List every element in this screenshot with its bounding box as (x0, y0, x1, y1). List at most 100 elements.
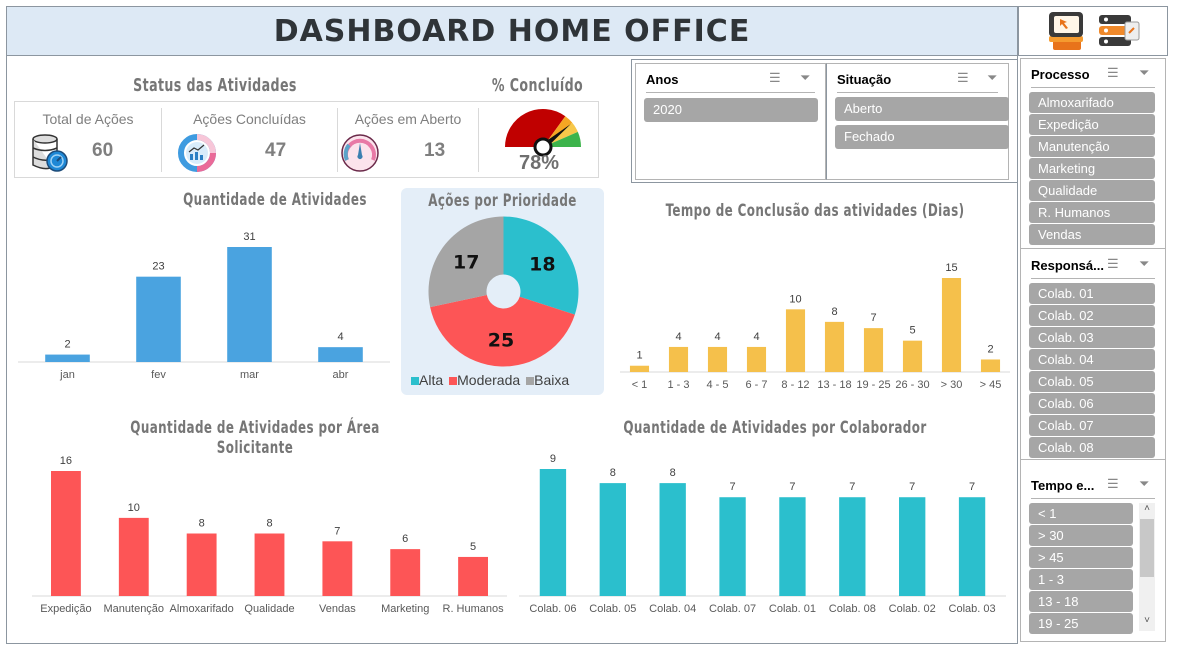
slicer-tempo: Tempo e... ☰ ⏷ < 1 > 30 > 45 1 - 3 13 - 18 19… (1021, 470, 1165, 641)
slicer-title: Situação (837, 72, 892, 87)
gauge-value: 78% (518, 152, 560, 174)
slicer-item[interactable]: Manutenção (1029, 136, 1155, 157)
slicer-item[interactable]: Colab. 01 (1029, 283, 1155, 304)
slicer-item[interactable]: 19 - 25 (1029, 613, 1133, 634)
bar (45, 354, 90, 362)
slicer-item[interactable]: Qualidade (1029, 180, 1155, 201)
clear-filter-icon[interactable]: ⏷ (987, 70, 998, 85)
slicer-item[interactable]: 2020 (644, 98, 818, 122)
slicer-item[interactable]: Vendas (1029, 224, 1155, 245)
slicer-item[interactable]: > 45 (1029, 547, 1133, 568)
slicer-item[interactable]: Marketing (1029, 158, 1155, 179)
kpi-value: 47 (265, 140, 287, 161)
monitor-cursor-icon[interactable] (1045, 10, 1087, 54)
slicer-item[interactable]: Colab. 04 (1029, 349, 1155, 370)
slicer-item[interactable]: Fechado (835, 125, 1009, 149)
data-label: 4 (675, 331, 681, 343)
slicer-title: Anos (646, 72, 679, 87)
tick-label: Colab. 05 (589, 603, 636, 615)
slicer-item[interactable]: Colab. 03 (1029, 327, 1155, 348)
multi-select-icon[interactable]: ☰ (1107, 65, 1119, 80)
bar (839, 497, 866, 596)
clear-filter-icon[interactable]: ⏷ (1139, 476, 1150, 491)
slicer-item[interactable]: Colab. 07 (1029, 415, 1155, 436)
bar (51, 471, 81, 596)
tick-label: abr (333, 369, 349, 381)
slicer-item[interactable]: Colab. 05 (1029, 371, 1155, 392)
slicer-item[interactable]: < 1 (1029, 503, 1133, 524)
slicer-item[interactable]: Colab. 08 (1029, 437, 1155, 458)
page-title: DASHBOARD HOME OFFICE (273, 14, 751, 49)
clear-filter-icon[interactable]: ⏷ (1139, 65, 1150, 80)
tick-label: jan (59, 369, 75, 381)
priority-card: Ações por Prioridade 18 25 17 Alta Moderad… (401, 188, 604, 395)
slicer-item[interactable]: Aberto (835, 97, 1009, 121)
multi-select-icon[interactable]: ☰ (1107, 476, 1119, 491)
tick-label: Qualidade (244, 603, 294, 615)
bar (824, 321, 845, 372)
right-slicer-panel: Processo ☰ ⏷ Almoxarifado Expedição Manute… (1020, 58, 1166, 642)
tick-label: Colab. 01 (769, 603, 816, 615)
multi-select-icon[interactable]: ☰ (957, 70, 969, 85)
legend-alta: Alta (411, 372, 443, 388)
data-label: 8 (266, 518, 272, 530)
bar (599, 483, 626, 596)
multi-select-icon[interactable]: ☰ (1107, 256, 1119, 271)
bar (779, 497, 806, 596)
scrollbar[interactable]: ˄ ˅ (1139, 503, 1155, 631)
legend-swatch (411, 377, 419, 385)
chart-title-prioridade: Ações por Prioridade (428, 191, 577, 211)
data-label: 15 (945, 262, 957, 274)
files-icon[interactable] (1097, 12, 1141, 52)
tick-label: Expedição (40, 603, 91, 615)
bar (118, 517, 149, 596)
data-label: 7 (334, 525, 340, 537)
chart-title-colaborador: Quantidade de Atividades por Colaborador (623, 418, 927, 438)
kpi-concluidas: Ações Concluídas 47 (162, 102, 337, 177)
chart-area: 16 Expedição 10 Manutenção 8 Almoxarifado 8 Qua… (32, 455, 507, 615)
data-label: 23 (152, 261, 164, 273)
slicer-situacao: Situação ☰ ⏷ Aberto Fechado (826, 63, 1009, 180)
tick-label: 8 - 12 (781, 379, 809, 391)
tick-label: Colab. 02 (889, 603, 936, 615)
bar (785, 309, 806, 372)
tick-label: Vendas (319, 603, 356, 615)
bar (136, 276, 181, 362)
multi-select-icon[interactable]: ☰ (769, 70, 781, 85)
slicer-item[interactable]: 1 - 3 (1029, 569, 1133, 590)
chart-title-area: Quantidade de Atividades por Área Solici… (130, 418, 380, 458)
gauge-band (543, 131, 581, 147)
bar (227, 247, 272, 362)
tick-label: Colab. 08 (829, 603, 876, 615)
slicer-item[interactable]: R. Humanos (1029, 202, 1155, 223)
bar (707, 346, 728, 372)
bar (899, 497, 926, 596)
scroll-down-icon[interactable]: ˅ (1144, 615, 1150, 626)
clear-filter-icon[interactable]: ⏷ (1139, 256, 1150, 271)
scroll-up-icon[interactable]: ˄ (1144, 503, 1150, 514)
tick-label: Colab. 03 (949, 603, 996, 615)
tick-label: < 1 (632, 379, 648, 391)
clear-filter-icon[interactable]: ⏷ (800, 70, 811, 85)
donut-chart-icon (178, 134, 216, 172)
data-label: 6 (402, 533, 408, 545)
speedometer-icon (341, 134, 379, 172)
slicer-title: Processo (1031, 67, 1090, 82)
slicer-item[interactable]: Colab. 06 (1029, 393, 1155, 414)
slicer-item[interactable]: > 30 (1029, 525, 1133, 546)
bar (668, 346, 689, 372)
kpi-value: 60 (92, 140, 114, 161)
tick-label: R. Humanos (443, 603, 505, 615)
tick-label: > 45 (980, 379, 1002, 391)
slicer-item[interactable]: Almoxarifado (1029, 92, 1155, 113)
scroll-thumb[interactable] (1140, 519, 1154, 577)
percent-gauge (505, 109, 581, 157)
slicer-item[interactable]: 13 - 18 (1029, 591, 1133, 612)
data-label: 31 (243, 231, 255, 243)
slicer-processo: Processo ☰ ⏷ Almoxarifado Expedição Manute… (1021, 59, 1165, 249)
slicer-item[interactable]: Expedição (1029, 114, 1155, 135)
top-slicer-frame: Anos ☰ ⏷ 2020 Situação ☰ ⏷ Aberto Fechad… (631, 59, 1018, 183)
tick-label: mar (240, 369, 259, 381)
slicer-item[interactable]: Colab. 02 (1029, 305, 1155, 326)
bar (539, 469, 567, 596)
